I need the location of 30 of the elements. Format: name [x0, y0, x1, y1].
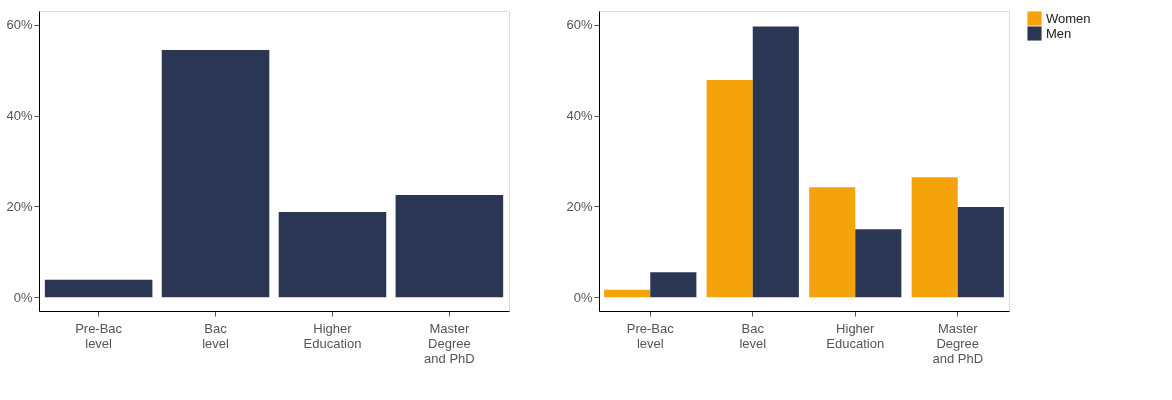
x-tick-label: Pre-Bac level [75, 320, 123, 351]
bar [650, 272, 697, 298]
x-tick-label: Pre-Bac level [626, 320, 675, 351]
bar [809, 187, 856, 298]
bar [161, 50, 270, 298]
bar [706, 80, 753, 298]
x-tick-label: Higher Education [303, 320, 362, 351]
x-tick-label: Master Degree and PhD [424, 320, 475, 366]
x-tick-label: Bac level [202, 320, 230, 351]
y-tick-label: 20% [6, 198, 33, 214]
y-tick-label: 20% [566, 198, 593, 214]
x-tick-label: Master Degree and PhD [932, 320, 984, 366]
legend-label: Women [1046, 10, 1091, 26]
y-tick-label: 60% [6, 17, 33, 33]
bar [752, 26, 799, 298]
y-tick-label: 0% [573, 289, 593, 305]
bar [911, 177, 958, 298]
x-tick-label: Bac level [739, 320, 767, 351]
y-tick-label: 40% [566, 108, 593, 124]
legend-label: Men [1046, 25, 1072, 41]
bar [855, 229, 902, 298]
y-tick-label: 0% [13, 289, 33, 305]
x-tick-label: Higher Education [826, 320, 885, 351]
y-tick-label: 40% [6, 108, 33, 124]
bar [395, 195, 504, 298]
bar [44, 279, 153, 298]
bar [278, 211, 387, 298]
y-tick-label: 60% [566, 17, 593, 33]
bar [957, 206, 1004, 298]
bar [604, 289, 651, 298]
